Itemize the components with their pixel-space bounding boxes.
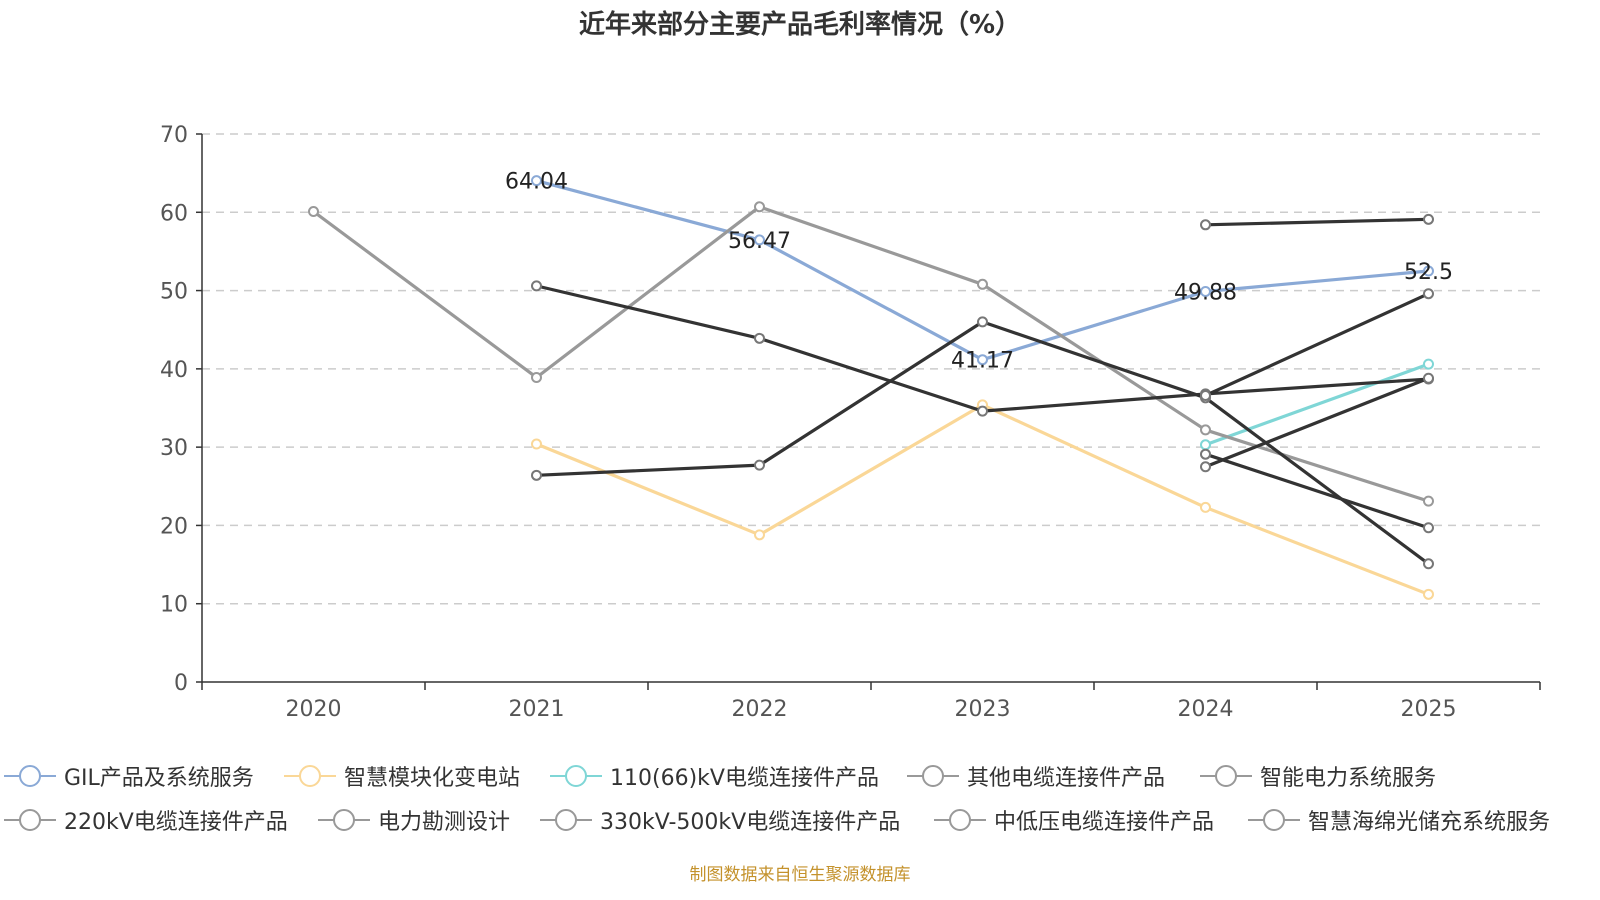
data-point-0-2: [754, 234, 765, 246]
data-point-3-4: [1200, 424, 1211, 436]
legend-line-circle-icon: [540, 809, 592, 831]
legend-line-circle-icon: [934, 809, 986, 831]
y-tick-label: 70: [160, 123, 188, 148]
data-point-8-5: [1423, 522, 1434, 534]
data-point-3-2: [754, 201, 765, 213]
data-point-6-5: [1423, 558, 1434, 570]
legend-line-circle-icon: [1248, 809, 1300, 831]
data-point-5-5: [1423, 213, 1434, 225]
data-point-0-1: [531, 175, 542, 187]
legend-item-sponge-storage[interactable]: 智慧海绵光储充系统服务: [1246, 802, 1550, 838]
x-tick-label: 2022: [732, 697, 788, 722]
legend-label: 220kV电缆连接件产品: [64, 810, 288, 835]
data-point-2-5: [1423, 358, 1434, 370]
data-point-1-2: [754, 529, 765, 541]
data-point-9-4: [1200, 389, 1211, 401]
legend-item-220kv[interactable]: 220kV电缆连接件产品: [2, 802, 288, 838]
legend-item-survey-design[interactable]: 电力勘测设计: [316, 802, 510, 838]
data-label: 64.04: [505, 170, 568, 195]
legend-row-1: GIL产品及系统服务 智慧模块化变电站 110(66)kV电缆连接件产品 其他电…: [0, 758, 1600, 794]
data-label: 49.88: [1174, 281, 1237, 306]
legend-label: 智慧模块化变电站: [344, 766, 521, 791]
x-tick-label: 2024: [1178, 697, 1234, 722]
data-point-8-4: [1200, 448, 1211, 460]
legend-label: 智能电力系统服务: [1260, 766, 1437, 791]
legend-line-circle-icon: [284, 765, 336, 787]
data-point-4-3: [977, 405, 988, 417]
series-line-7: [1204, 376, 1430, 469]
y-tick-label: 40: [160, 358, 188, 383]
legend-line-circle-icon: [907, 765, 959, 787]
chart-title: 近年来部分主要产品毛利率情况（%）: [578, 10, 1022, 40]
legend-label: 中低压电缆连接件产品: [994, 810, 1215, 835]
data-point-3-3: [977, 278, 988, 290]
data-point-6-3: [977, 316, 988, 328]
legend-label: GIL产品及系统服务: [64, 766, 254, 791]
data-label: 56.47: [728, 229, 791, 254]
legend-item-smart-substation[interactable]: 智慧模块化变电站: [282, 758, 520, 794]
legend-line-circle-icon: [4, 765, 56, 787]
legend-line-circle-icon: [1200, 765, 1252, 787]
series-line-1: [535, 403, 1430, 596]
data-point-4-1: [531, 280, 542, 292]
series-line-5: [1205, 217, 1429, 227]
data-point-0-4: [1200, 286, 1211, 298]
data-point-9-5: [1423, 288, 1434, 300]
y-tick-label: 30: [160, 436, 188, 461]
data-point-3-1: [531, 371, 542, 383]
y-tick-label: 0: [174, 671, 188, 696]
series-line-3: [312, 205, 1429, 503]
x-tick-label: 2023: [955, 697, 1011, 722]
legend-item-110kv[interactable]: 110(66)kV电缆连接件产品: [548, 758, 879, 794]
data-point-2-4: [1200, 439, 1211, 451]
source-note: 制图数据来自恒生聚源数据库: [689, 865, 911, 885]
data-label: 52.5: [1404, 260, 1453, 285]
legend-row-2: 220kV电缆连接件产品 电力勘测设计 330kV-500kV电缆连接件产品 中…: [0, 802, 1600, 838]
x-tick-label: 2025: [1401, 697, 1457, 722]
legend-label: 智慧海绵光储充系统服务: [1308, 810, 1551, 835]
x-tick-label: 2021: [509, 697, 565, 722]
y-tick-label: 60: [160, 201, 188, 226]
data-point-1-4: [1200, 501, 1211, 513]
legend-item-smart-power[interactable]: 智能电力系统服务: [1198, 758, 1436, 794]
legend-item-330-500kv[interactable]: 330kV-500kV电缆连接件产品: [538, 802, 900, 838]
data-point-3-5: [1423, 495, 1434, 507]
legend-line-circle-icon: [4, 809, 56, 831]
data-point-6-1: [531, 469, 542, 481]
y-tick-label: 50: [160, 280, 188, 305]
data-point-0-3: [977, 354, 988, 366]
data-point-1-5: [1423, 588, 1434, 600]
legend-item-other-cable[interactable]: 其他电缆连接件产品: [905, 758, 1165, 794]
y-tick-label: 10: [160, 593, 188, 618]
legend-item-gil[interactable]: GIL产品及系统服务: [2, 758, 254, 794]
data-point-0-5: [1423, 265, 1434, 277]
legend-label: 110(66)kV电缆连接件产品: [610, 766, 879, 791]
data-point-7-5: [1423, 372, 1434, 384]
data-point-3-0: [308, 206, 319, 218]
series-line-0: [536, 179, 1429, 362]
series-line-2: [1204, 362, 1430, 447]
data-point-5-4: [1200, 219, 1211, 231]
legend-item-low-medium-voltage[interactable]: 中低压电缆连接件产品: [932, 802, 1214, 838]
data-point-6-2: [754, 459, 765, 471]
data-point-4-2: [754, 332, 765, 344]
legend-label: 330kV-500kV电缆连接件产品: [600, 810, 901, 835]
x-tick-label: 2020: [286, 697, 342, 722]
data-point-7-4: [1200, 461, 1211, 473]
legend-label: 其他电缆连接件产品: [967, 766, 1166, 791]
data-label: 41.17: [951, 349, 1014, 374]
y-tick-label: 20: [160, 514, 188, 539]
data-point-1-1: [531, 438, 542, 450]
series-line-9: [1204, 292, 1430, 397]
legend-line-circle-icon: [318, 809, 370, 831]
series-line-8: [1204, 452, 1430, 530]
legend-label: 电力勘测设计: [378, 810, 511, 835]
legend-line-circle-icon: [550, 765, 602, 787]
